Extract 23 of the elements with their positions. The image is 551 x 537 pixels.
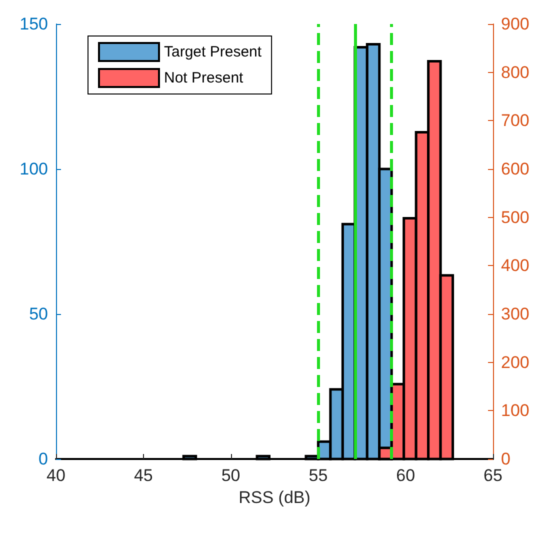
y2-tick-label: 900 [501,14,530,34]
y-tick-label: 0 [38,450,48,468]
x-tick-label: 55 [308,466,328,485]
x-tick-label: 60 [396,466,416,485]
legend-label: Not Present [164,70,244,86]
y2-tick-label: 100 [501,401,530,420]
x-tick-label: 45 [134,466,153,485]
x-tick-label: 40 [46,466,66,485]
legend-label: Target Present [164,44,262,60]
y2-tick-label: 400 [501,256,530,276]
y-tick-label: 50 [29,304,48,324]
y2-tick-label: 800 [501,62,530,82]
y-tick-label: 150 [20,14,48,34]
y2-tick-label: 500 [501,208,530,227]
y2-tick-label: 0 [501,450,510,468]
x-axis-title: RSS (dB) [238,488,310,507]
x-tick-label: 65 [484,466,502,485]
y2-tick-label: 300 [501,304,530,324]
y-tick-label: 100 [20,160,48,178]
y2-tick-label: 700 [501,111,530,130]
x-tick-label: 50 [221,466,240,485]
y2-tick-label: 200 [501,352,530,372]
y2-tick-label: 600 [501,160,530,178]
